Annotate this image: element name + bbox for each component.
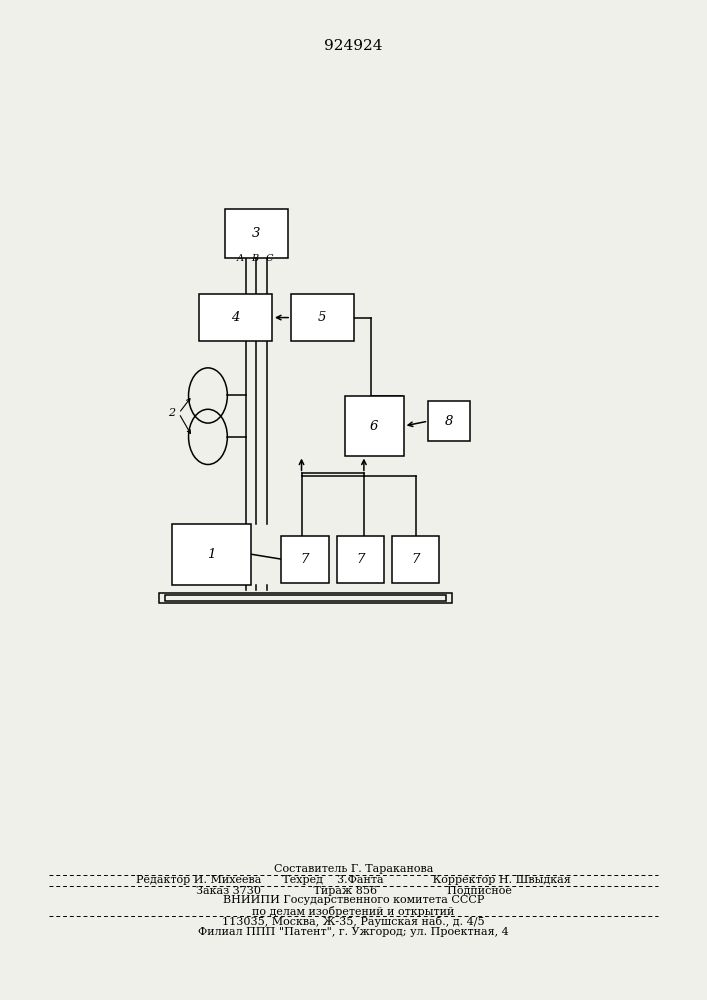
Text: Заказ 3730               Тираж 856                    Подписное: Заказ 3730 Тираж 856 Подписное bbox=[196, 886, 511, 896]
Text: B: B bbox=[251, 254, 258, 263]
Text: 113035, Москва, Ж-35, Раушская наб., д. 4/5: 113035, Москва, Ж-35, Раушская наб., д. … bbox=[222, 916, 485, 927]
Bar bbox=[428, 401, 470, 441]
Bar bbox=[199, 294, 272, 341]
Bar bbox=[159, 593, 452, 603]
Text: 1: 1 bbox=[207, 548, 216, 561]
Text: 3: 3 bbox=[252, 227, 261, 240]
Text: Составитель Г. Тараканова: Составитель Г. Тараканова bbox=[274, 864, 433, 874]
Text: 7: 7 bbox=[356, 553, 365, 566]
Text: 7: 7 bbox=[300, 553, 309, 566]
Text: 5: 5 bbox=[318, 311, 327, 324]
Text: Редактор И. Михеева      Техред    3.Фанта              Корректор Н. Швыдкая: Редактор И. Михеева Техред 3.Фанта Корре… bbox=[136, 875, 571, 885]
Text: A: A bbox=[237, 254, 244, 263]
Text: 4: 4 bbox=[231, 311, 240, 324]
Bar bbox=[392, 536, 440, 583]
Text: Филиал ППП "Патент", г. Ужгород; ул. Проектная, 4: Филиал ППП "Патент", г. Ужгород; ул. Про… bbox=[198, 927, 509, 937]
Text: по делам изобретений и открытий: по делам изобретений и открытий bbox=[252, 906, 455, 917]
Text: 8: 8 bbox=[445, 415, 453, 428]
Text: ВНИИПИ Государственного комитета СССР: ВНИИПИ Государственного комитета СССР bbox=[223, 895, 484, 905]
Text: 2: 2 bbox=[168, 408, 175, 418]
Bar bbox=[226, 209, 288, 258]
Bar bbox=[165, 595, 446, 601]
Text: 6: 6 bbox=[370, 420, 378, 433]
Text: 924924: 924924 bbox=[325, 39, 382, 53]
Bar bbox=[281, 536, 329, 583]
Bar bbox=[345, 396, 404, 456]
Bar bbox=[172, 524, 251, 585]
Text: C: C bbox=[265, 254, 273, 263]
Bar bbox=[291, 294, 354, 341]
Text: 7: 7 bbox=[411, 553, 420, 566]
Bar bbox=[337, 536, 384, 583]
